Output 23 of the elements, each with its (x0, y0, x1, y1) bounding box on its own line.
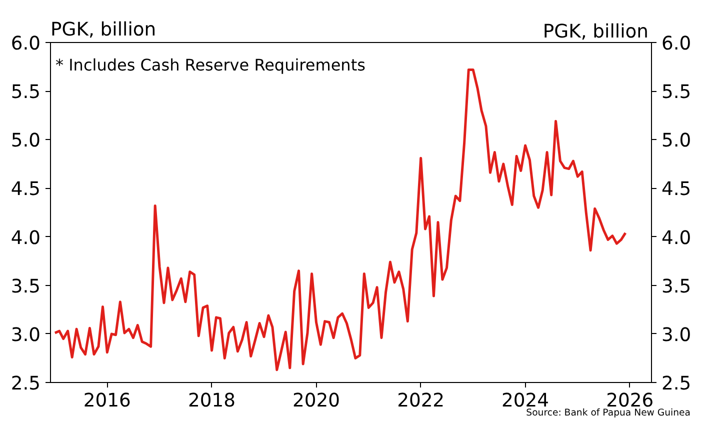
annotation: * Includes Cash Reserve Requirements (56, 56, 366, 74)
y-axis-title: PGK, billion (50, 20, 156, 40)
y2-tick-label: 5.5 (662, 82, 692, 104)
y-tick-label: 5.5 (10, 82, 40, 104)
y-tick-label: 2.5 (10, 374, 40, 394)
y2-axis-title: PGK, billion (542, 22, 649, 42)
y2-tick-label: 3.5 (662, 276, 692, 298)
y-tick-label: 3.5 (10, 276, 40, 298)
x-tick-label: 2018 (188, 390, 236, 412)
y-tick-label: 5.0 (10, 130, 40, 152)
y-tick-label: 4.5 (10, 179, 40, 200)
y2-tick-label: 4.0 (662, 228, 692, 249)
y2-tick-label: 4.5 (662, 179, 692, 200)
y2-tick-label: 6.0 (662, 34, 692, 54)
x-tick-label: 2020 (292, 390, 340, 412)
y2-tick-label: 2.5 (662, 374, 692, 394)
y2-tick-label: 3.0 (662, 324, 692, 346)
x-tick-label: 2022 (397, 390, 445, 412)
y-tick-label: 3.0 (10, 324, 40, 346)
y-tick-label: 4.0 (10, 228, 40, 249)
x-tick-label: 2016 (83, 390, 131, 412)
y2-tick-label: 5.0 (662, 130, 692, 152)
y-tick-label: 6.0 (10, 34, 40, 54)
